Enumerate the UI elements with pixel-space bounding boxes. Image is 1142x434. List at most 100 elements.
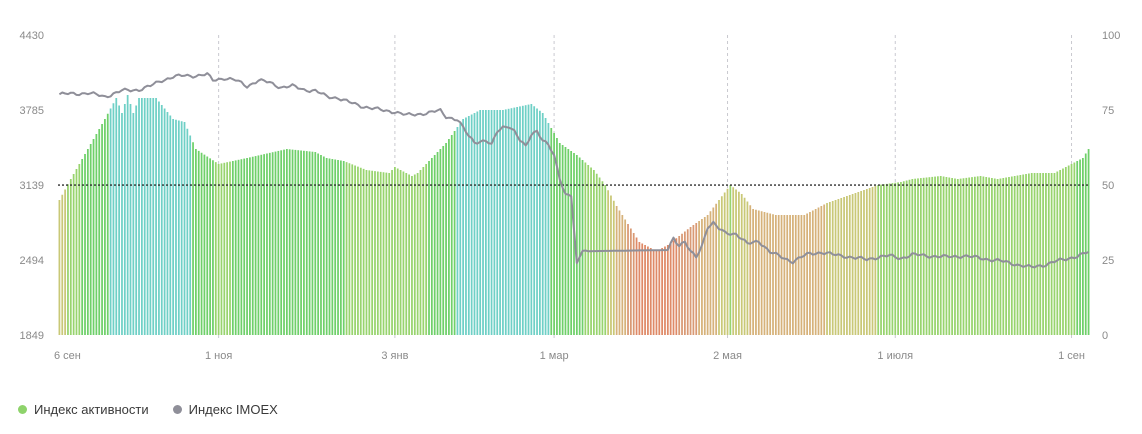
activity-bar: [595, 173, 598, 335]
activity-bar: [98, 129, 101, 335]
chart-svg: 4430 3785 3139 2494 1849 100 75 50 25 0 6 сен 1 ноя…: [20, 30, 1121, 362]
activity-bar: [735, 189, 737, 335]
y-left-tick-label: 1849: [20, 330, 44, 342]
activity-bar: [251, 156, 254, 335]
legend-label-activity: Индекс активности: [34, 402, 149, 417]
activity-bar: [64, 189, 66, 335]
activity-bar: [814, 209, 817, 335]
activity-bar: [664, 246, 666, 335]
activity-bar: [863, 190, 865, 335]
activity-bar: [1062, 168, 1064, 335]
activity-bar: [1036, 173, 1039, 335]
activity-bar: [885, 183, 888, 335]
activity-bar: [123, 104, 126, 335]
activity-bar: [229, 161, 231, 335]
activity-bar: [672, 240, 675, 335]
activity-bar: [297, 150, 300, 335]
activity-bar: [780, 215, 783, 335]
activity-bar: [439, 149, 442, 335]
activity-bar: [570, 151, 573, 335]
activity-bar: [894, 182, 897, 335]
activity-bar: [760, 211, 763, 335]
activity-bar: [402, 171, 405, 335]
activity-bar: [530, 104, 533, 335]
activity-bar: [661, 248, 664, 335]
activity-bar: [504, 109, 507, 336]
activity-bar: [809, 212, 811, 335]
activity-bar: [689, 227, 692, 335]
activity-bar: [416, 173, 419, 335]
activity-bar: [342, 161, 345, 335]
activity-bar: [644, 245, 646, 335]
activity-bar: [718, 200, 720, 335]
activity-bar: [698, 221, 700, 335]
activity-bar: [706, 215, 709, 335]
activity-bar: [550, 128, 553, 335]
activity-bar: [1013, 176, 1016, 335]
activity-bar: [1070, 164, 1073, 335]
activity-bar: [715, 203, 718, 335]
activity-bar: [411, 176, 413, 335]
activity-bar: [368, 170, 371, 335]
activity-bar: [629, 228, 632, 335]
activity-bar: [828, 202, 831, 335]
activity-bar: [1016, 175, 1019, 335]
activity-bar: [200, 152, 203, 335]
activity-bar: [376, 171, 379, 335]
activity-bar: [547, 123, 550, 335]
activity-bar: [837, 199, 840, 335]
activity-bar: [683, 231, 686, 335]
activity-bar: [1030, 173, 1033, 335]
activity-bar: [1087, 149, 1090, 335]
activity-bar: [675, 238, 678, 335]
activity-bar: [541, 113, 544, 335]
activity-bar: [81, 159, 84, 335]
activity-bar: [891, 183, 894, 335]
activity-bar: [686, 229, 689, 335]
activity-bar: [209, 158, 211, 335]
legend-item-imoex[interactable]: Индекс IMOEX: [172, 402, 278, 417]
activity-bar: [834, 200, 837, 335]
activity-bar: [294, 149, 297, 335]
activity-bar: [257, 155, 260, 335]
activity-bar: [243, 158, 246, 335]
activity-bar: [285, 149, 288, 335]
activity-bar: [519, 106, 521, 336]
activity-bar: [197, 150, 200, 335]
activity-bar: [769, 213, 772, 335]
activity-bar: [937, 176, 939, 335]
activity-bar: [743, 197, 746, 335]
activity-bar: [379, 171, 382, 335]
activity-bar: [422, 167, 425, 335]
y-right-tick-label: 100: [1102, 30, 1120, 42]
activity-bar: [601, 181, 604, 335]
activity-bar: [843, 197, 845, 335]
activity-bar: [598, 177, 601, 335]
activity-bar: [465, 117, 467, 335]
activity-bar: [448, 139, 450, 335]
activity-bar: [800, 215, 803, 335]
activity-bar: [1010, 176, 1013, 335]
activity-bar: [226, 162, 229, 335]
activity-bar: [1047, 173, 1050, 335]
activity-bar: [268, 152, 271, 335]
activity-bar: [991, 178, 993, 335]
activity-bar: [666, 245, 669, 335]
activity-bar: [337, 160, 339, 335]
activity-bar: [1076, 161, 1079, 335]
activity-bar: [143, 98, 146, 335]
activity-bar: [126, 95, 129, 335]
activity-bar: [72, 174, 75, 335]
legend-item-activity[interactable]: Индекс активности: [18, 402, 149, 417]
activity-bar: [979, 176, 982, 335]
activity-bar: [652, 249, 655, 335]
activity-bar: [709, 211, 712, 335]
activity-bar: [445, 143, 447, 335]
activity-bar: [160, 105, 163, 335]
imoex-line: [58, 72, 1090, 269]
activity-bar: [865, 189, 868, 335]
x-tick-label: 1 ноя: [205, 350, 232, 362]
activity-bar: [615, 206, 618, 335]
activity-bar: [965, 177, 968, 335]
activity-bar: [339, 160, 342, 335]
